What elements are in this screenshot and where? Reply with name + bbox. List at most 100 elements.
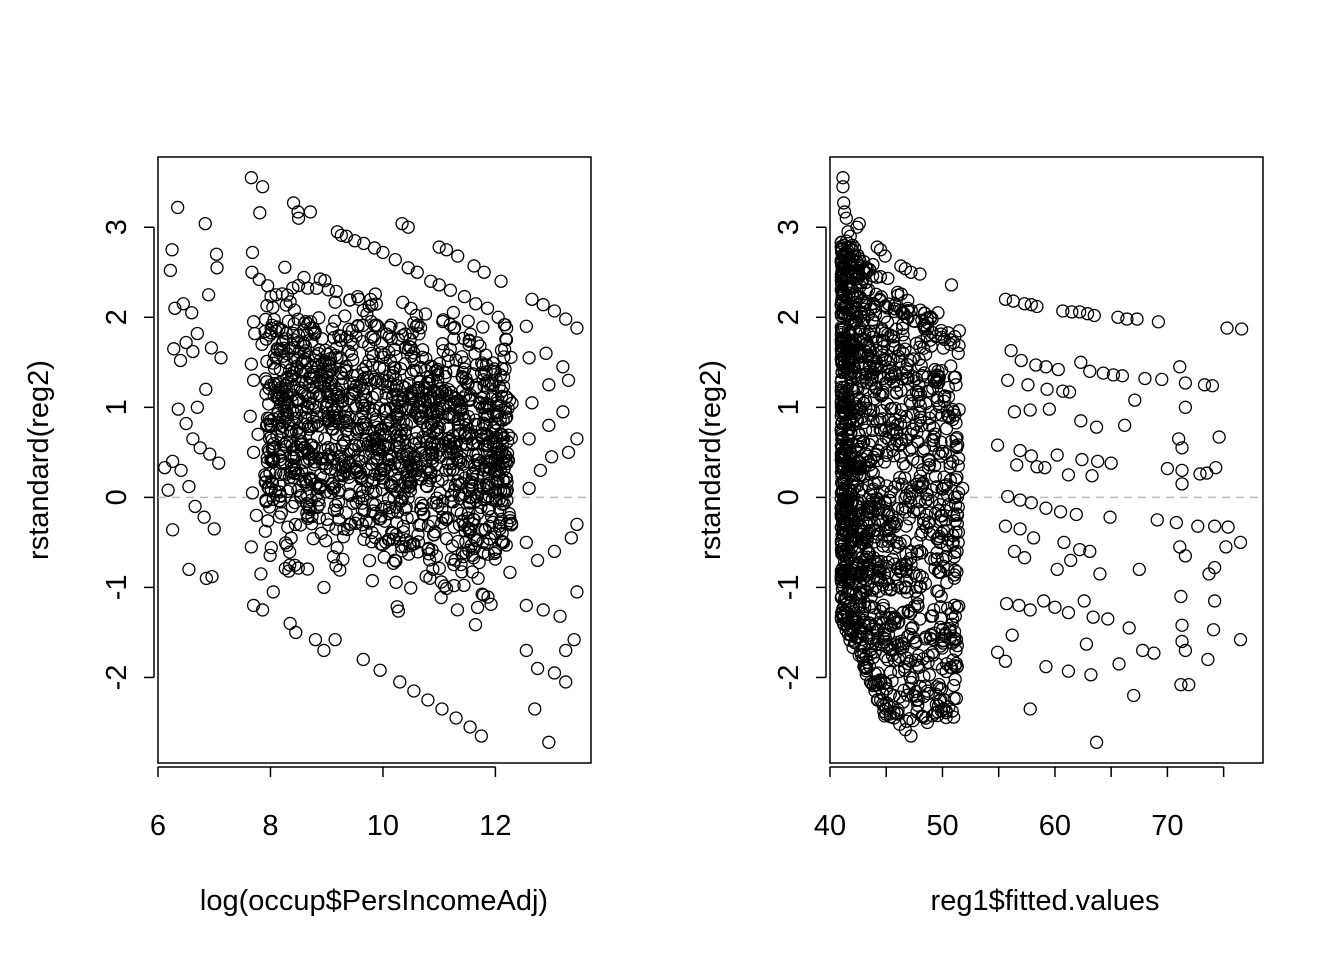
scatter-point (913, 410, 927, 424)
scatter-point (1175, 441, 1189, 455)
scatter-point (261, 279, 275, 293)
scatter-point (867, 385, 882, 399)
scatter-point (318, 432, 332, 446)
scatter-point (1005, 628, 1019, 642)
scatter-point (941, 533, 955, 547)
scatter-point (841, 595, 855, 609)
scatter-point (873, 369, 887, 384)
scatter-point (326, 550, 341, 564)
scatter-point (837, 476, 851, 491)
scatter-point (306, 532, 320, 546)
scatter-point (370, 387, 384, 402)
scatter-point (990, 438, 1005, 452)
scatter-point (885, 648, 900, 662)
scatter-point (244, 357, 258, 371)
scatter-point (292, 328, 306, 343)
scatter-point (426, 562, 440, 576)
scatter-point (280, 390, 295, 404)
scatter-point (899, 714, 914, 728)
scatter-point (436, 510, 450, 525)
scatter-point (389, 383, 403, 397)
scatter-point (395, 540, 409, 554)
scatter-point (949, 378, 963, 392)
scatter-point (392, 436, 406, 450)
scatter-point (492, 379, 506, 394)
scatter-point (355, 496, 369, 510)
scatter-point (1024, 298, 1038, 312)
scatter-point (311, 493, 326, 507)
scatter-point (882, 412, 897, 427)
scatter-point (349, 399, 363, 413)
scatter-point (876, 617, 890, 631)
scatter-point (449, 391, 463, 405)
scatter-point (260, 299, 274, 313)
scatter-point (1132, 562, 1146, 577)
scatter-point (886, 422, 900, 436)
scatter-point (525, 396, 539, 410)
scatter-point (186, 344, 200, 359)
scatter-point (373, 663, 387, 677)
scatter-point (1056, 304, 1070, 318)
scatter-point (359, 524, 373, 539)
scatter-point (844, 447, 858, 461)
scatter-point (1151, 315, 1166, 329)
scatter-point (488, 552, 502, 566)
scatter-point (395, 394, 409, 408)
scatter-point (255, 337, 269, 351)
scatter-point (457, 289, 472, 304)
scatter-point (950, 638, 964, 653)
scatter-point (281, 520, 295, 534)
scatter-point (265, 419, 279, 433)
scatter-point (952, 324, 966, 338)
scatter-point (385, 505, 399, 519)
scatter-point (462, 334, 477, 348)
scatter-point (924, 551, 938, 566)
x-tick-label: 70 (1151, 810, 1183, 842)
scatter-point (289, 625, 303, 640)
scatter-point (279, 326, 293, 341)
scatter-point (193, 441, 207, 455)
scatter-point (920, 487, 934, 502)
scatter-point (839, 291, 854, 305)
scatter-point (868, 530, 882, 544)
scatter-point (522, 351, 536, 365)
scatter-point (1086, 610, 1100, 624)
x-tick-label: 40 (814, 810, 846, 842)
scatter-point (519, 598, 533, 613)
scatter-point (906, 620, 920, 634)
scatter-point (925, 609, 940, 623)
scatter-point (467, 541, 481, 556)
scatter-point (834, 492, 848, 506)
scatter-point (293, 518, 308, 532)
scatter-point (288, 558, 302, 572)
scatter-point (457, 578, 471, 593)
scatter-point (1085, 469, 1099, 483)
scatter-point (948, 672, 962, 687)
scatter-point (404, 349, 418, 363)
scatter-point (943, 333, 957, 347)
scatter-point (264, 541, 278, 555)
scatter-point (1150, 513, 1164, 527)
scatter-point (403, 484, 418, 498)
scatter-point (394, 494, 409, 508)
scatter-point (843, 446, 857, 460)
scatter-point (430, 421, 445, 435)
y-tick-label: 0 (101, 489, 133, 505)
scatter-point (1083, 364, 1097, 378)
scatter-point (259, 387, 273, 401)
scatter-point (362, 373, 377, 387)
scatter-point (519, 319, 533, 333)
scatter-point (910, 597, 925, 611)
scatter-point (401, 491, 415, 505)
scatter-point (272, 410, 287, 424)
scatter-point (382, 449, 396, 463)
scatter-point (1056, 384, 1070, 398)
x-tick-label: 6 (150, 810, 166, 842)
scatter-point (899, 562, 913, 577)
scatter-point (850, 310, 864, 324)
scatter-point (853, 290, 868, 304)
scatter-point (413, 400, 427, 414)
x-axis-label: reg1$fitted.values (931, 885, 1160, 917)
scatter-point (539, 346, 553, 360)
scatter-point (838, 483, 853, 497)
